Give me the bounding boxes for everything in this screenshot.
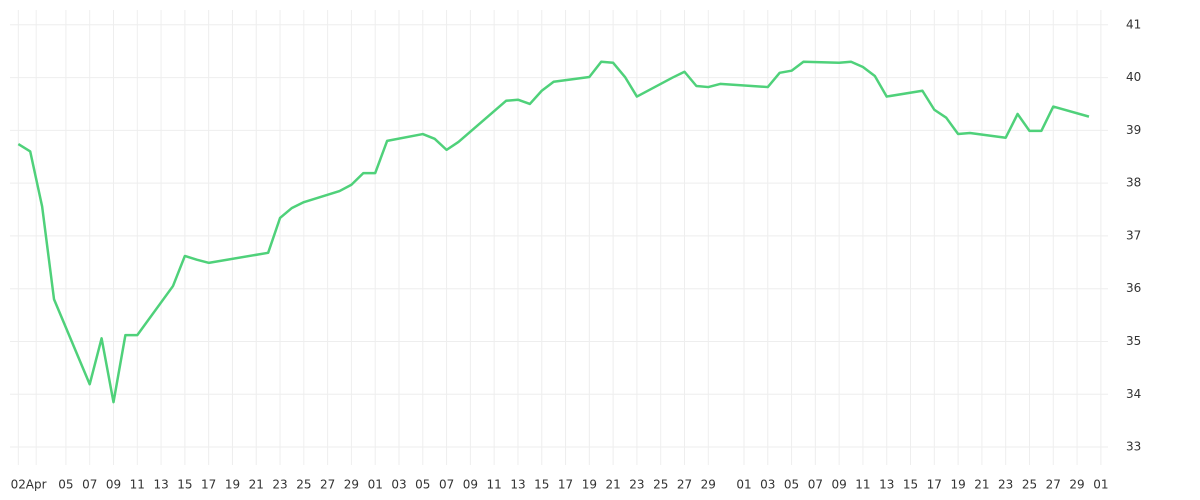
- x-tick-label: 23: [629, 478, 644, 492]
- x-tick-label: 27: [320, 478, 335, 492]
- x-tick-label: 01: [736, 478, 751, 492]
- x-tick-label: 13: [879, 478, 894, 492]
- y-tick-label: 36: [1126, 281, 1141, 295]
- x-tick-label: 03: [391, 478, 406, 492]
- x-tick-label: 09: [832, 478, 847, 492]
- y-tick-label: 38: [1126, 176, 1141, 190]
- y-tick-label: 37: [1126, 228, 1141, 242]
- x-tick-label: 01: [1093, 478, 1108, 492]
- x-tick-label: 15: [177, 478, 192, 492]
- x-tick-label: 07: [808, 478, 823, 492]
- x-tick-label: 19: [582, 478, 597, 492]
- x-tick-label: 21: [249, 478, 264, 492]
- x-tick-label: 17: [927, 478, 942, 492]
- x-tick-label: 23: [272, 478, 287, 492]
- x-tick-label: 27: [677, 478, 692, 492]
- x-tick-label: 13: [153, 478, 168, 492]
- x-tick-label: 05: [415, 478, 430, 492]
- x-tick-label: 17: [201, 478, 216, 492]
- x-tick-label: 05: [58, 478, 73, 492]
- y-tick-label: 41: [1126, 17, 1141, 31]
- y-tick-label: 39: [1126, 123, 1141, 137]
- x-tick-label: 07: [439, 478, 454, 492]
- x-tick-label: 19: [950, 478, 965, 492]
- x-tick-label: 23: [998, 478, 1013, 492]
- x-tick-label: 09: [106, 478, 121, 492]
- x-tick-label: 09: [463, 478, 478, 492]
- x-tick-label: 03: [760, 478, 775, 492]
- x-tick-label: 15: [903, 478, 918, 492]
- price-line: [17, 60, 1090, 404]
- x-tick-label: 11: [130, 478, 145, 492]
- x-tick-label: 02: [11, 478, 26, 492]
- x-tick-label: 25: [653, 478, 668, 492]
- x-tick-label: 29: [1069, 478, 1084, 492]
- y-tick-label: 40: [1126, 70, 1141, 84]
- x-tick-label: 27: [1046, 478, 1061, 492]
- x-tick-label: 11: [855, 478, 870, 492]
- x-tick-label: 13: [510, 478, 525, 492]
- y-tick-label: 33: [1126, 440, 1141, 454]
- x-tick-label: 29: [701, 478, 716, 492]
- x-tick-label: 21: [974, 478, 989, 492]
- x-tick-label: Apr: [26, 478, 47, 492]
- x-tick-label: 11: [487, 478, 502, 492]
- x-tick-label: 17: [558, 478, 573, 492]
- x-tick-label: 15: [534, 478, 549, 492]
- y-tick-label: 35: [1126, 334, 1141, 348]
- x-tick-label: 01: [368, 478, 383, 492]
- x-tick-label: 05: [784, 478, 799, 492]
- x-tick-label: 25: [1022, 478, 1037, 492]
- x-tick-label: 29: [344, 478, 359, 492]
- x-tick-label: 21: [605, 478, 620, 492]
- x-tick-label: 25: [296, 478, 311, 492]
- x-tick-label: 19: [225, 478, 240, 492]
- y-tick-label: 34: [1126, 387, 1141, 401]
- x-tick-label: 07: [82, 478, 97, 492]
